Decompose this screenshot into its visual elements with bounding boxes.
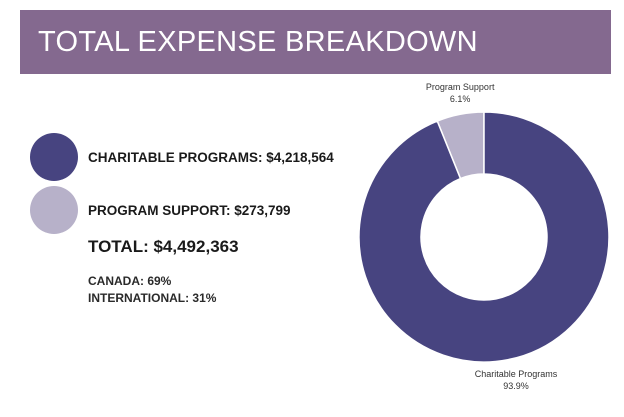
legend-label-program-support: PROGRAM SUPPORT: $273,799 (88, 202, 291, 218)
total-amount: TOTAL: $4,492,363 (88, 237, 239, 256)
slice-value-program-support: 6.1% (450, 94, 471, 104)
slice-value-charitable-programs: 93.9% (503, 381, 529, 391)
international-percentage: INTERNATIONAL: 31% (88, 291, 217, 305)
slice-label-charitable-programs: Charitable Programs (475, 369, 558, 379)
canada-percentage: CANADA: 69% (88, 274, 172, 288)
legend-swatch-program-support (30, 186, 78, 234)
page-title: TOTAL EXPENSE BREAKDOWN (38, 25, 478, 58)
legend-item-program-support: PROGRAM SUPPORT: $273,799 (30, 186, 291, 234)
legend-swatch-charitable-programs (30, 133, 78, 181)
header-banner: TOTAL EXPENSE BREAKDOWN (20, 10, 611, 74)
legend-item-charitable-programs: CHARITABLE PROGRAMS: $4,218,564 (30, 133, 334, 181)
donut-slice-charitable-programs (358, 111, 610, 363)
slice-label-program-support: Program Support (426, 82, 495, 92)
legend-label-charitable-programs: CHARITABLE PROGRAMS: $4,218,564 (88, 149, 334, 165)
